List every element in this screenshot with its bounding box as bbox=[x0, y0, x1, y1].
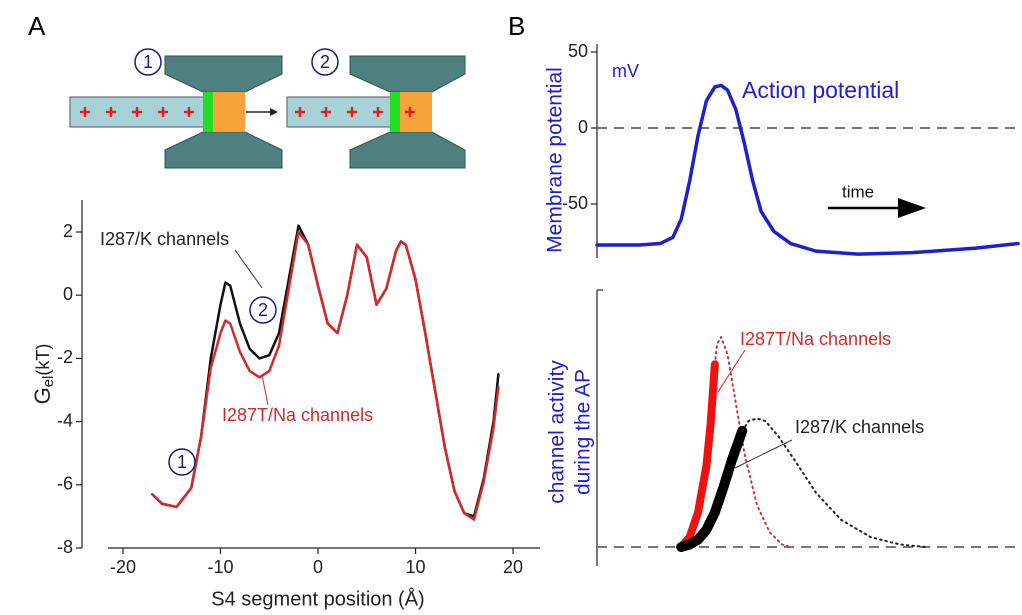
y-tick-label: -6 bbox=[57, 474, 73, 494]
y-tick-label: -50 bbox=[562, 193, 588, 213]
annotation: Action potential bbox=[742, 77, 899, 103]
y-tick-label: 0 bbox=[578, 117, 588, 137]
y-tick-label: 50 bbox=[568, 41, 588, 61]
data-line bbox=[677, 360, 719, 551]
marker-circle bbox=[134, 48, 162, 76]
hydrophobic-plug bbox=[213, 92, 245, 132]
y-tick-label: -8 bbox=[57, 537, 73, 557]
leader-line bbox=[717, 349, 746, 393]
panel-label: A bbox=[28, 11, 46, 41]
marker-label: 2 bbox=[258, 300, 268, 320]
data-line bbox=[595, 83, 1020, 256]
y-axis-label: channel activity bbox=[546, 360, 569, 504]
y-tick-label: -4 bbox=[57, 410, 73, 430]
y-tick-label: 0 bbox=[63, 284, 73, 304]
x-axis-label: S4 segment position (Å) bbox=[211, 587, 424, 610]
gating-charge bbox=[390, 92, 400, 132]
x-tick-label: -20 bbox=[110, 557, 136, 577]
panel-label: B bbox=[508, 11, 525, 41]
leader-line bbox=[234, 249, 263, 289]
annotation: I287/K channels bbox=[795, 417, 924, 437]
pore-top bbox=[164, 55, 283, 93]
marker-circle bbox=[311, 48, 339, 76]
hydrophobic-plug bbox=[400, 92, 432, 132]
x-tick-label: 10 bbox=[405, 557, 425, 577]
gating-charge bbox=[203, 92, 213, 132]
annotation: time bbox=[842, 182, 874, 201]
time-arrow-head bbox=[898, 198, 926, 218]
data-line bbox=[151, 230, 500, 521]
data-line bbox=[676, 425, 748, 552]
marker-label: 1 bbox=[177, 452, 187, 472]
unit-label: mV bbox=[612, 61, 639, 81]
y-axis-label-part: G bbox=[30, 387, 55, 404]
x-tick-label: 20 bbox=[503, 557, 523, 577]
arrow-head bbox=[270, 108, 278, 116]
data-line bbox=[713, 336, 792, 548]
y-axis-label-part: (kT) bbox=[33, 344, 53, 376]
diagram-label: 1 bbox=[143, 52, 153, 72]
diagram: 1 2 bbox=[69, 48, 466, 169]
leader-line bbox=[734, 439, 793, 469]
y-axis-label: Membrane potential bbox=[544, 67, 567, 253]
y-axis-label: Gel(kT) bbox=[30, 344, 57, 405]
y-tick-label: 2 bbox=[63, 221, 73, 241]
y-tick-label: -2 bbox=[57, 347, 73, 367]
diagram-label: 2 bbox=[320, 52, 330, 72]
annotation: I287T/Na channels bbox=[222, 405, 373, 425]
marker-circle bbox=[168, 448, 196, 476]
pore-bottom bbox=[164, 131, 283, 169]
leader-line bbox=[261, 374, 269, 406]
x-tick-label: -10 bbox=[207, 557, 233, 577]
x-tick-label: 0 bbox=[313, 557, 323, 577]
annotation: I287/K channels bbox=[100, 229, 229, 249]
plus-signs bbox=[80, 107, 415, 117]
y-axis-label-part: el bbox=[40, 376, 57, 388]
marker-circle bbox=[249, 296, 277, 324]
y-axis-label: during the AP bbox=[572, 369, 595, 495]
annotation: I287T/Na channels bbox=[740, 329, 891, 349]
pore-bottom bbox=[349, 131, 466, 169]
pore-top bbox=[349, 55, 466, 93]
data-line bbox=[741, 417, 927, 548]
data-line bbox=[151, 224, 500, 518]
